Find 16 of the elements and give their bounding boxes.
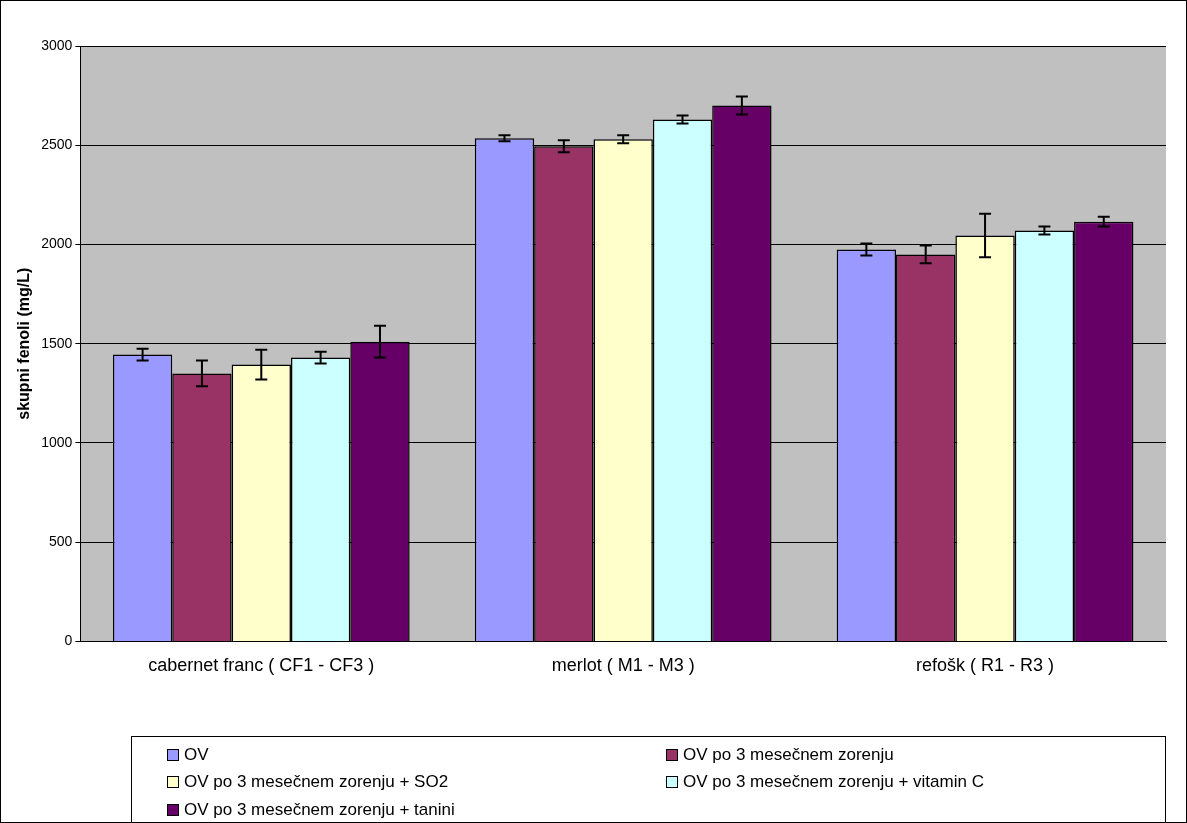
x-tick-label: refošk ( R1 - R3 ) xyxy=(916,655,1055,676)
y-tick-label: 2500 xyxy=(41,136,73,153)
legend-label: OV xyxy=(183,743,210,766)
y-tick-label: 1500 xyxy=(41,334,73,351)
y-tick-label: 0 xyxy=(64,632,73,649)
y-axis-title: skupni fenoli (mg/L) xyxy=(15,267,33,420)
y-tick-label: 500 xyxy=(48,533,73,550)
legend-label: OV po 3 mesečnem zorenju xyxy=(682,743,895,766)
legend-label: OV po 3 mesečnem zorenju + vitamin C xyxy=(682,771,985,794)
y-tick-label: 2000 xyxy=(41,235,73,252)
y-tick-label: 1000 xyxy=(41,433,73,450)
legend-label: OV po 3 mesečnem zorenju + SO2 xyxy=(183,771,450,794)
x-tick-label: merlot ( M1 - M3 ) xyxy=(551,655,695,676)
y-tick-label: 3000 xyxy=(41,36,73,53)
x-tick-label: cabernet franc ( CF1 - CF3 ) xyxy=(148,655,375,676)
legend-label: OV po 3 mesečnem zorenju + tanini xyxy=(183,799,456,822)
